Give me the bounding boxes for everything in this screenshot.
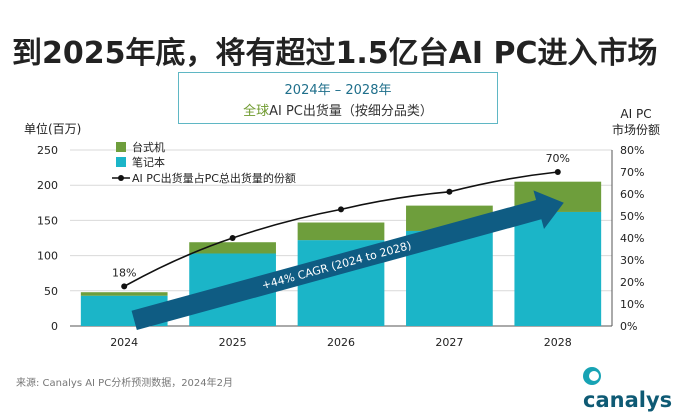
- logo-text: canalys: [583, 388, 673, 412]
- legend-swatch-desktop: [116, 142, 126, 152]
- y-tick-label: 200: [37, 179, 58, 192]
- y2-tick-label: 10%: [620, 298, 644, 311]
- subtitle-box: 2024年 – 2028年 全球AI PC出货量（按细分品类）: [178, 72, 498, 124]
- x-tick-label: 2024: [110, 336, 138, 349]
- y2-tick-label: 50%: [620, 210, 644, 223]
- y2-tick-label: 20%: [620, 276, 644, 289]
- share-point: [554, 169, 561, 175]
- subtitle-highlight: 全球: [243, 104, 270, 119]
- legend-label-line: AI PC出货量占PC总出货量的份额: [132, 171, 296, 185]
- subtitle-line2: 全球AI PC出货量（按细分品类）: [179, 100, 497, 119]
- y-tick-label: 250: [37, 144, 58, 157]
- y-tick-label: 50: [44, 285, 58, 298]
- x-tick-label: 2028: [544, 336, 572, 349]
- share-point: [229, 235, 236, 241]
- canalys-logo: canalys: [583, 364, 694, 412]
- y2-tick-label: 80%: [620, 144, 644, 157]
- y-tick-label: 100: [37, 250, 58, 263]
- bar-notebook: [514, 211, 602, 326]
- right-axis-title: AI PC 市场份额: [612, 106, 660, 138]
- y2-tick-label: 30%: [620, 254, 644, 267]
- cagr-arrow-shape: [131, 190, 564, 331]
- share-point: [338, 206, 344, 213]
- y-tick-label: 0: [51, 320, 58, 333]
- x-tick-label: 2027: [435, 336, 463, 349]
- share-label-last: 70%: [546, 152, 570, 165]
- legend-label-notebook: 笔记本: [132, 155, 165, 169]
- bar-desktop: [80, 292, 168, 296]
- canalys-logo-icon: [583, 367, 601, 385]
- y2-tick-label: 40%: [620, 232, 644, 245]
- y2-tick-label: 60%: [620, 188, 644, 201]
- share-label-first: 18%: [112, 266, 136, 279]
- right-axis-title-line1: AI PC: [620, 107, 652, 121]
- legend-label-desktop: 台式机: [132, 140, 165, 154]
- headline: 到2025年底，将有超过1.5亿台AI PC进入市场: [12, 36, 658, 71]
- x-tick-label: 2026: [327, 336, 355, 349]
- legend-swatch-line-marker: [118, 175, 124, 181]
- left-axis-title: 单位(百万): [24, 122, 82, 136]
- y-tick-label: 150: [37, 214, 58, 227]
- share-point: [121, 283, 128, 290]
- y2-tick-label: 70%: [620, 166, 644, 179]
- share-point: [446, 188, 453, 195]
- subtitle-line1: 2024年 – 2028年: [284, 83, 392, 98]
- y2-tick-label: 0%: [620, 320, 637, 333]
- legend-swatch-notebook: [116, 157, 126, 167]
- source-footer: 来源: Canalys AI PC分析预测数据，2024年2月: [16, 378, 234, 389]
- bar-desktop: [297, 222, 385, 241]
- bar-desktop: [189, 242, 276, 254]
- right-axis-title-line2: 市场份额: [612, 123, 661, 137]
- subtitle-rest: AI PC出货量（按细分品类）: [269, 104, 433, 119]
- x-tick-label: 2025: [219, 336, 247, 349]
